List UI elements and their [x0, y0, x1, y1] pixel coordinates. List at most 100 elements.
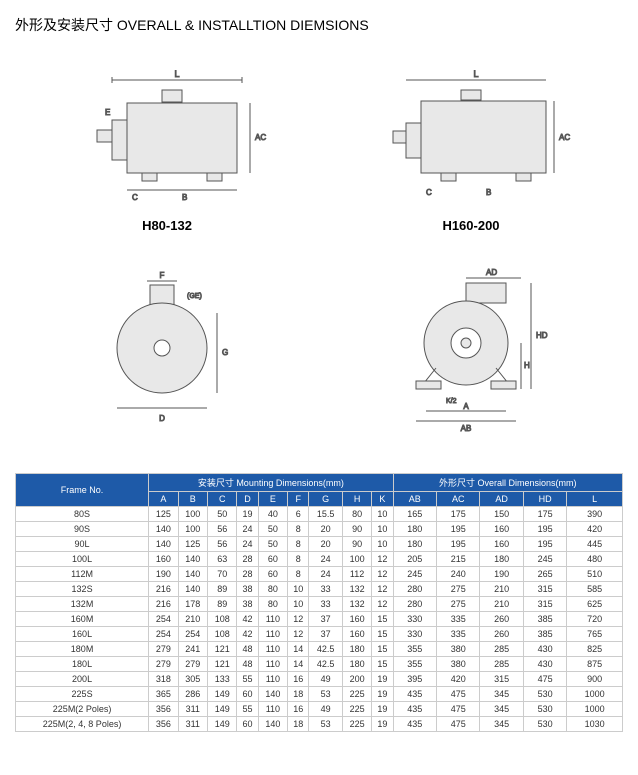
- value-cell: 241: [178, 642, 207, 657]
- value-cell: 240: [436, 567, 479, 582]
- value-cell: 180: [393, 537, 436, 552]
- value-cell: 89: [208, 597, 237, 612]
- table-row: 225M(2 Poles)356311149551101649225194354…: [16, 702, 623, 717]
- value-cell: 200: [342, 672, 371, 687]
- svg-text:H: H: [524, 361, 530, 370]
- table-column-header: F: [288, 492, 309, 507]
- table-column-header: C: [208, 492, 237, 507]
- value-cell: 216: [149, 582, 178, 597]
- value-cell: 180: [480, 552, 523, 567]
- value-cell: 355: [393, 642, 436, 657]
- svg-text:F: F: [160, 271, 165, 280]
- value-cell: 18: [288, 717, 309, 732]
- value-cell: 10: [372, 507, 393, 522]
- value-cell: 356: [149, 717, 178, 732]
- value-cell: 15: [372, 627, 393, 642]
- value-cell: 311: [178, 702, 207, 717]
- value-cell: 108: [208, 612, 237, 627]
- value-cell: 475: [436, 717, 479, 732]
- value-cell: 260: [480, 627, 523, 642]
- table-row: 90L1401255624508209010180195160195445: [16, 537, 623, 552]
- value-cell: 190: [149, 567, 178, 582]
- value-cell: 10: [288, 597, 309, 612]
- table-body: 80S125100501940615.580101651751501753909…: [16, 507, 623, 732]
- frame-cell: 180L: [16, 657, 149, 672]
- value-cell: 20: [309, 537, 343, 552]
- table-column-header: K: [372, 492, 393, 507]
- value-cell: 42.5: [309, 657, 343, 672]
- value-cell: 180: [342, 642, 371, 657]
- value-cell: 510: [567, 567, 623, 582]
- value-cell: 12: [372, 567, 393, 582]
- value-cell: 390: [567, 507, 623, 522]
- value-cell: 160: [480, 537, 523, 552]
- value-cell: 279: [178, 657, 207, 672]
- svg-text:AD: AD: [486, 268, 497, 277]
- frame-cell: 180M: [16, 642, 149, 657]
- table-column-header: L: [567, 492, 623, 507]
- table-row: 132S216140893880103313212280275210315585: [16, 582, 623, 597]
- value-cell: 480: [567, 552, 623, 567]
- table-row: 132M216178893880103313212280275210315625: [16, 597, 623, 612]
- top-diagrams: L C B AC E H80-132: [15, 65, 623, 233]
- table-column-header: H: [342, 492, 371, 507]
- value-cell: 14: [288, 642, 309, 657]
- value-cell: 80: [258, 582, 287, 597]
- motor-side-view-icon: L C B AC: [371, 65, 571, 205]
- value-cell: 380: [436, 642, 479, 657]
- value-cell: 19: [237, 507, 258, 522]
- value-cell: 225: [342, 717, 371, 732]
- value-cell: 18: [288, 687, 309, 702]
- diagram-label-left: H80-132: [67, 218, 267, 233]
- value-cell: 33: [309, 582, 343, 597]
- value-cell: 12: [372, 597, 393, 612]
- value-cell: 430: [523, 657, 566, 672]
- value-cell: 149: [208, 702, 237, 717]
- value-cell: 19: [372, 717, 393, 732]
- value-cell: 110: [258, 627, 287, 642]
- svg-text:C: C: [132, 193, 138, 202]
- value-cell: 55: [237, 672, 258, 687]
- value-cell: 60: [258, 552, 287, 567]
- svg-text:L: L: [174, 69, 179, 79]
- value-cell: 216: [149, 597, 178, 612]
- svg-text:D: D: [159, 414, 165, 423]
- table-column-header: HD: [523, 492, 566, 507]
- value-cell: 318: [149, 672, 178, 687]
- value-cell: 765: [567, 627, 623, 642]
- value-cell: 215: [436, 552, 479, 567]
- value-cell: 50: [208, 507, 237, 522]
- table-column-header: B: [178, 492, 207, 507]
- value-cell: 345: [480, 702, 523, 717]
- table-column-header: AB: [393, 492, 436, 507]
- svg-text:(GE): (GE): [187, 293, 202, 300]
- value-cell: 90: [342, 522, 371, 537]
- value-cell: 110: [258, 702, 287, 717]
- value-cell: 6: [288, 507, 309, 522]
- value-cell: 56: [208, 537, 237, 552]
- frame-cell: 225S: [16, 687, 149, 702]
- value-cell: 90: [342, 537, 371, 552]
- value-cell: 56: [208, 522, 237, 537]
- value-cell: 140: [258, 687, 287, 702]
- value-cell: 210: [178, 612, 207, 627]
- value-cell: 195: [436, 537, 479, 552]
- frame-cell: 200L: [16, 672, 149, 687]
- value-cell: 254: [178, 627, 207, 642]
- value-cell: 190: [480, 567, 523, 582]
- value-cell: 435: [393, 717, 436, 732]
- value-cell: 385: [523, 627, 566, 642]
- value-cell: 720: [567, 612, 623, 627]
- value-cell: 585: [567, 582, 623, 597]
- value-cell: 8: [288, 522, 309, 537]
- value-cell: 1000: [567, 687, 623, 702]
- value-cell: 89: [208, 582, 237, 597]
- value-cell: 275: [436, 582, 479, 597]
- value-cell: 285: [480, 657, 523, 672]
- value-cell: 8: [288, 552, 309, 567]
- value-cell: 121: [208, 642, 237, 657]
- value-cell: 900: [567, 672, 623, 687]
- page-title: 外形及安装尺寸 OVERALL & INSTALLTION DIEMSIONS: [15, 15, 623, 35]
- value-cell: 335: [436, 612, 479, 627]
- value-cell: 125: [149, 507, 178, 522]
